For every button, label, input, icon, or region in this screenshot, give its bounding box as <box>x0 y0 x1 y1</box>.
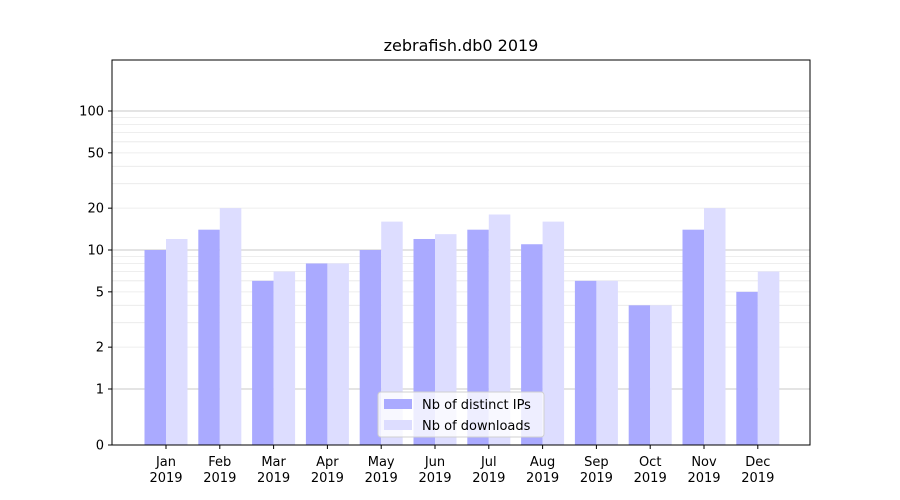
bar-downloads-8 <box>542 221 565 445</box>
x-tick-label: Dec 2019 <box>741 455 774 486</box>
x-tick-label: Nov 2019 <box>687 455 720 486</box>
bar-distinct-ips-1 <box>144 250 166 445</box>
bar-distinct-ips-10 <box>628 305 651 445</box>
y-tick-label: 10 <box>87 244 104 259</box>
x-tick-label: Jun 2019 <box>418 455 451 486</box>
x-tick-label: Jul 2019 <box>472 455 505 486</box>
legend-swatch <box>384 420 412 430</box>
legend-label: Nb of downloads <box>422 419 531 434</box>
bar-downloads-7 <box>488 214 511 445</box>
bar-downloads-11 <box>704 208 726 445</box>
x-tick-label: Aug 2019 <box>526 455 559 486</box>
legend-box <box>377 391 545 438</box>
bar-downloads-9 <box>596 280 618 445</box>
legend-swatch <box>384 399 412 409</box>
y-tick-label: 5 <box>96 285 104 300</box>
chart-title: zebrafish.db0 2019 <box>384 36 539 55</box>
y-axis: 0 1 2 5 10 20 50 100 <box>79 105 112 454</box>
bar-distinct-ips-5 <box>359 250 382 445</box>
x-tick-label: Mar 2019 <box>257 455 290 486</box>
bar-distinct-ips-11 <box>682 229 704 445</box>
bar-downloads-1 <box>166 238 188 445</box>
x-axis: Jan 2019 Feb 2019 Mar 2019 Apr 2019 May 2019 Jun 20… <box>149 445 774 486</box>
x-tick-label: May 2019 <box>365 455 398 486</box>
bar-distinct-ips-9 <box>574 280 597 445</box>
bar-distinct-ips-7 <box>467 229 489 445</box>
bar-distinct-ips-4 <box>305 263 328 445</box>
y-tick-label: 100 <box>79 105 104 120</box>
x-tick-label: Feb 2019 <box>203 455 236 486</box>
x-tick-label: Jan 2019 <box>149 455 182 486</box>
bar-downloads-2 <box>219 208 242 445</box>
x-tick-label: Sep 2019 <box>580 455 613 486</box>
bar-downloads-12 <box>757 271 780 445</box>
x-tick-label: Oct 2019 <box>634 455 667 486</box>
y-tick-label: 2 <box>96 341 104 356</box>
x-tick-label: Apr 2019 <box>311 455 344 486</box>
plot-frame <box>111 59 811 446</box>
y-tick-label: 0 <box>96 439 104 454</box>
legend-label: Nb of distinct IPs <box>422 398 531 413</box>
bar-downloads-4 <box>327 263 349 445</box>
legend: Nb of distinct IPs Nb of downloads <box>377 391 545 438</box>
bar-downloads-3 <box>273 271 296 445</box>
y-tick-label: 1 <box>96 383 104 398</box>
y-tick-label: 20 <box>87 202 104 217</box>
y-tick-label: 50 <box>87 146 104 161</box>
bar-downloads-10 <box>650 305 672 445</box>
bar-distinct-ips-3 <box>252 280 274 445</box>
bar-distinct-ips-2 <box>198 229 220 445</box>
bar-downloads-5 <box>381 221 403 445</box>
bar-distinct-ips-12 <box>736 291 758 445</box>
